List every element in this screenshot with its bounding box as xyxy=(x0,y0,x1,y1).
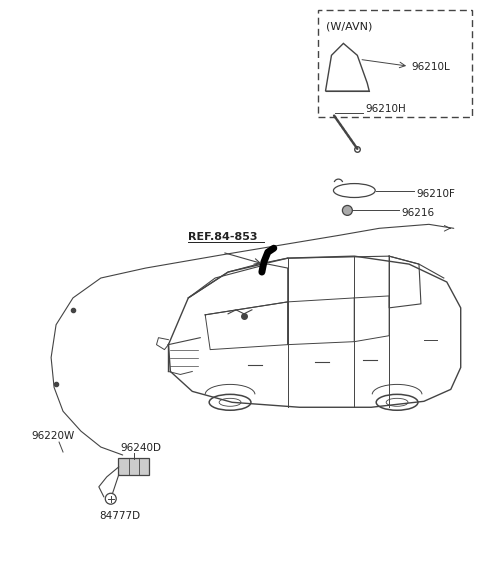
Bar xyxy=(318,10,472,117)
FancyBboxPatch shape xyxy=(118,458,149,475)
Text: 84777D: 84777D xyxy=(99,511,140,520)
Text: 96210F: 96210F xyxy=(416,189,455,198)
Text: REF.84-853: REF.84-853 xyxy=(188,232,258,242)
Text: 96240D: 96240D xyxy=(120,443,162,453)
Circle shape xyxy=(342,206,352,215)
Text: 96220W: 96220W xyxy=(31,431,74,441)
Text: 96210H: 96210H xyxy=(365,103,406,114)
Text: (W/AVN): (W/AVN) xyxy=(325,21,372,32)
Text: 96210L: 96210L xyxy=(411,62,450,72)
Text: 96216: 96216 xyxy=(401,208,434,219)
